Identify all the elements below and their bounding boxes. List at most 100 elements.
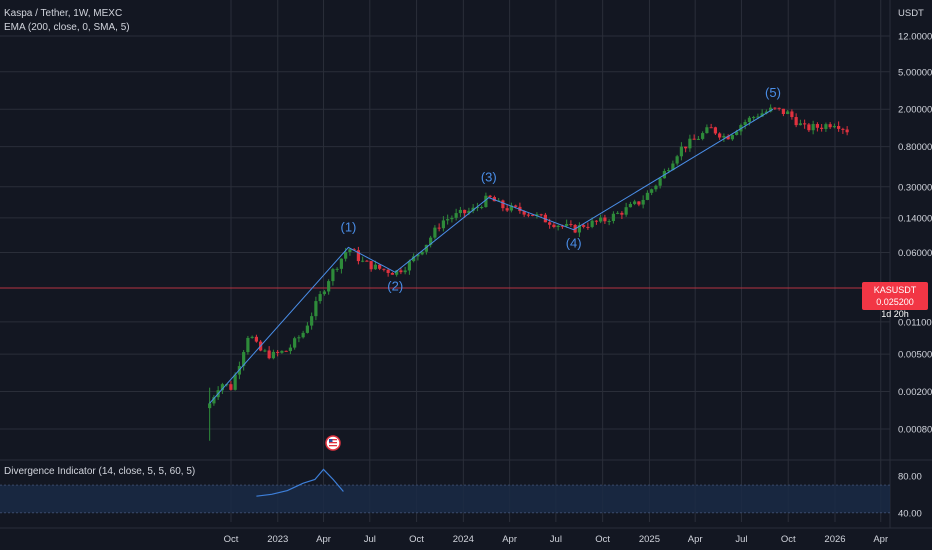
last-price-tag: KASUSDT 0.025200 1d 20h: [862, 282, 928, 319]
candle: [293, 336, 297, 350]
candle-body: [679, 146, 683, 157]
candle-body: [412, 256, 416, 262]
candle-body: [433, 227, 437, 238]
candle: [709, 123, 713, 129]
candle-body: [535, 214, 539, 216]
time-tick-label: 2026: [824, 534, 845, 545]
candle: [726, 134, 730, 140]
candle: [684, 146, 688, 153]
candle-body: [424, 244, 428, 252]
candle-body: [271, 351, 275, 359]
candle-body: [747, 117, 751, 123]
candle-body: [352, 249, 356, 251]
candle: [492, 195, 496, 202]
grid-lines: [0, 0, 890, 522]
candle-body: [684, 146, 688, 149]
candle: [271, 349, 275, 360]
candle-body: [344, 252, 348, 259]
candle-body: [760, 113, 764, 117]
ema-indicator-legend[interactable]: EMA (200, close, 0, SMA, 5): [4, 22, 130, 33]
candle: [832, 123, 836, 129]
candle-body: [267, 350, 271, 359]
candle-body: [718, 133, 722, 138]
time-tick-label: Jul: [735, 534, 747, 545]
candle-body: [475, 207, 479, 209]
candle: [356, 246, 360, 265]
candle: [577, 222, 581, 238]
candle-body: [628, 203, 632, 208]
candle-body: [773, 107, 777, 109]
candle: [250, 335, 254, 339]
candle-body: [696, 138, 700, 140]
candle: [607, 219, 611, 226]
candle: [378, 264, 382, 271]
candle: [790, 109, 794, 120]
candle-body: [220, 384, 224, 391]
candle: [233, 372, 237, 391]
candle-body: [688, 138, 692, 149]
candle-body: [492, 197, 496, 202]
candle-body: [569, 224, 573, 226]
candle: [280, 350, 284, 354]
candle: [416, 254, 420, 261]
candle-body: [467, 210, 471, 214]
time-tick-label: Apr: [502, 534, 517, 545]
candle: [327, 279, 331, 295]
candle-body: [607, 221, 611, 223]
candle-body: [458, 209, 462, 214]
candle-body: [764, 111, 768, 114]
candle: [701, 131, 705, 141]
candle: [543, 212, 547, 223]
candle: [310, 312, 314, 330]
symbol-title: Kaspa / Tether, 1W, MEXC: [4, 8, 123, 19]
candle: [773, 107, 777, 110]
candle: [654, 184, 658, 192]
candle-body: [828, 124, 832, 128]
candle: [420, 251, 424, 256]
candle: [743, 119, 747, 130]
candle: [331, 267, 335, 286]
divergence-indicator-legend[interactable]: Divergence Indicator (14, close, 5, 5, 6…: [4, 466, 196, 477]
candle: [526, 212, 530, 218]
candle: [433, 225, 437, 240]
candle-body: [556, 225, 560, 228]
candle-body: [356, 250, 360, 262]
candle: [730, 134, 734, 141]
candle-body: [756, 116, 760, 118]
candle: [454, 208, 458, 221]
candle-body: [505, 208, 509, 211]
candle-body: [514, 205, 518, 207]
candle-body: [807, 124, 811, 131]
last-price-countdown: 1d 20h: [881, 309, 909, 319]
candle-body: [522, 211, 526, 215]
candle: [403, 266, 407, 275]
candle: [446, 214, 450, 225]
candle-body: [658, 178, 662, 186]
candle: [348, 248, 352, 256]
candle-body: [441, 220, 445, 229]
candle-body: [582, 225, 586, 227]
candle-body: [526, 214, 530, 216]
candle-body: [620, 212, 624, 215]
candle-body: [654, 185, 658, 190]
candle-body: [386, 269, 390, 273]
candle: [424, 244, 428, 255]
candle-body: [501, 200, 505, 209]
last-price-symbol: KASUSDT: [873, 285, 917, 295]
candle-body: [824, 124, 828, 129]
candle: [361, 256, 365, 263]
candle-body: [752, 117, 756, 119]
oscillator-tick-label: 40.00: [898, 508, 922, 519]
candle: [501, 199, 505, 212]
candle-body: [603, 217, 607, 222]
candle-body: [314, 301, 318, 317]
candle-body: [250, 336, 254, 338]
candle-body: [463, 209, 467, 214]
divergence-band: [0, 485, 890, 513]
